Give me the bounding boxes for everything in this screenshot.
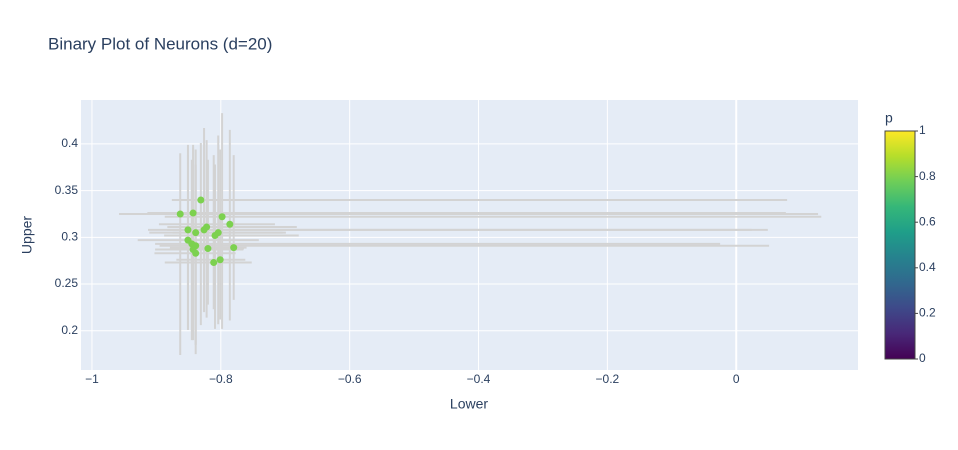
- colorbar-tick-label: 0.4: [919, 260, 936, 274]
- point: [192, 229, 200, 237]
- x-axis-title: Lower: [450, 396, 488, 412]
- y-tick-label: 0.25: [55, 276, 79, 290]
- point: [184, 226, 192, 234]
- colorbar-tick-label: 0.6: [919, 214, 936, 228]
- colorbar-tick-label: 0: [919, 351, 926, 365]
- point: [226, 220, 234, 228]
- point: [230, 244, 238, 252]
- y-tick-label: 0.4: [61, 136, 78, 150]
- colorbar: [884, 130, 916, 360]
- point: [189, 209, 197, 217]
- x-tick-label: 0: [733, 372, 740, 386]
- y-tick-label: 0.2: [61, 323, 78, 337]
- colorbar-tick-label: 0.8: [919, 169, 936, 183]
- point: [210, 259, 218, 267]
- x-tick-label: −0.2: [596, 372, 620, 386]
- point: [197, 196, 205, 204]
- point: [192, 249, 200, 257]
- point: [176, 210, 184, 218]
- point: [218, 213, 226, 221]
- x-tick-label: −0.4: [467, 372, 491, 386]
- chart-title: Binary Plot of Neurons (d=20): [48, 34, 272, 53]
- colorbar-tick-label: 0.2: [919, 306, 936, 320]
- y-axis-title: Upper: [19, 216, 35, 254]
- y-tick-label: 0.35: [55, 183, 79, 197]
- colorbar-tick-label: 1: [919, 123, 926, 137]
- x-tick-label: −0.6: [338, 372, 362, 386]
- colorbar-title: p: [885, 110, 893, 126]
- point: [211, 231, 219, 239]
- x-tick-label: −1: [85, 372, 99, 386]
- y-tick-label: 0.3: [61, 230, 78, 244]
- x-tick-label: −0.8: [209, 372, 233, 386]
- point: [203, 223, 211, 231]
- point: [216, 256, 224, 264]
- point: [204, 245, 212, 253]
